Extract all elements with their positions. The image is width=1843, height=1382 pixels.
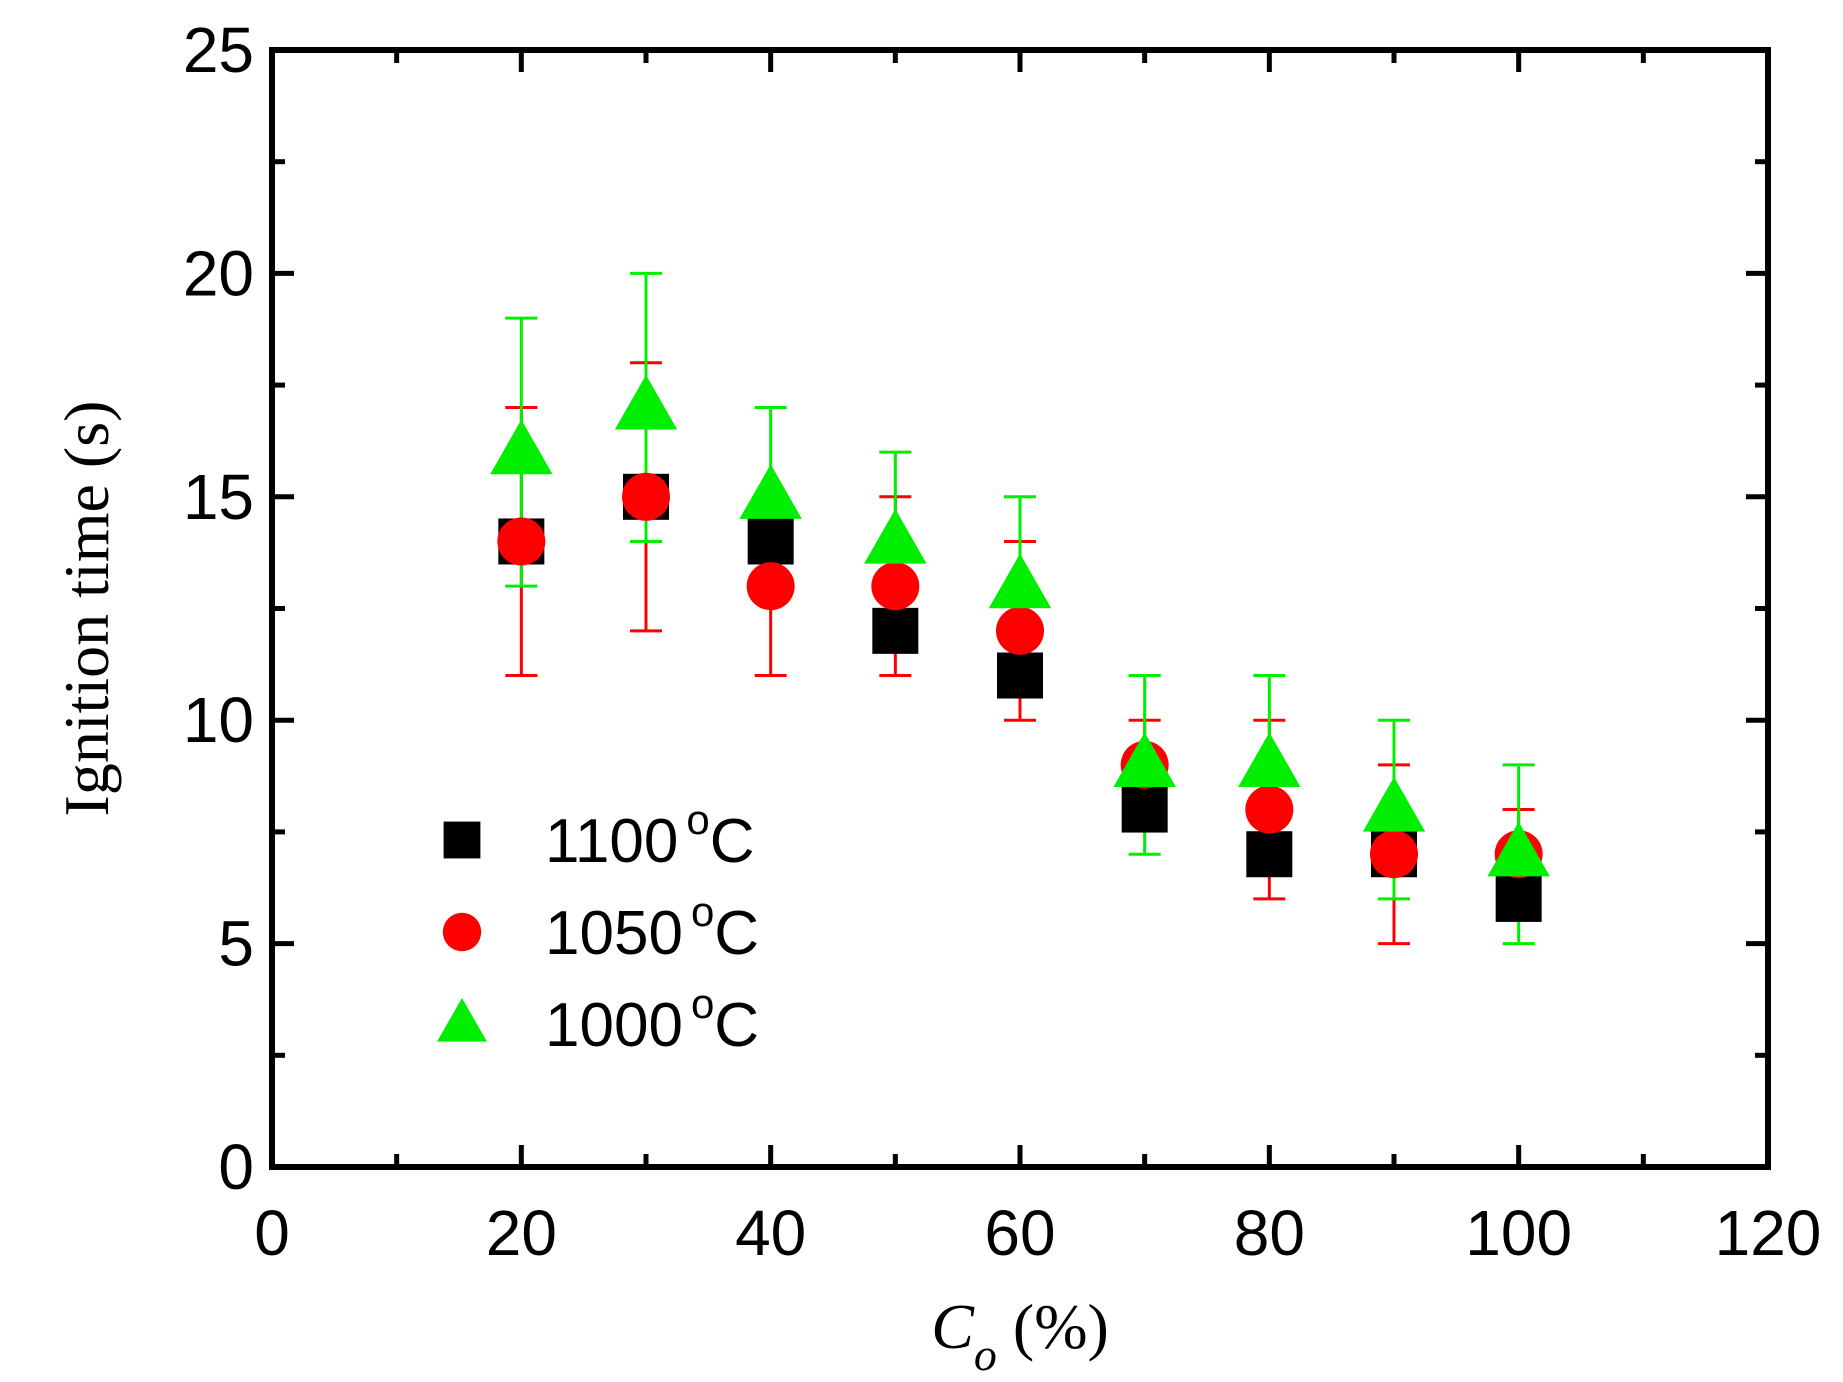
y-tick-label: 5 (218, 908, 254, 980)
data-point-1050 (871, 562, 920, 611)
y-tick-label: 15 (183, 461, 254, 533)
x-axis-title-main: C (931, 1291, 975, 1362)
data-point-1050 (497, 517, 546, 566)
data-point-1050 (996, 606, 1044, 655)
data-point-1050 (746, 562, 795, 611)
legend-marker-1100 (443, 821, 481, 859)
legend: 1100 oC 1050 oC 1000 oC (437, 796, 759, 1060)
data-point-1050 (1245, 785, 1294, 834)
legend-marker-1000 (437, 998, 487, 1042)
data-point-1100 (997, 652, 1043, 699)
x-axis-title-unit: (%) (997, 1291, 1109, 1362)
y-axis-title: Ignition time (s) (51, 401, 122, 817)
x-tick-label: 80 (1234, 1197, 1305, 1269)
data-point-1000 (1362, 777, 1426, 832)
data-point-1050 (1370, 830, 1418, 879)
data-point-1000 (1238, 732, 1301, 787)
legend-marker-1050 (442, 912, 482, 952)
x-tick-label: 100 (1465, 1197, 1572, 1269)
x-tick-label: 0 (254, 1197, 290, 1269)
x-tick-label: 40 (735, 1197, 806, 1269)
data-point-1100 (1121, 786, 1168, 833)
legend-label-1050: 1050 oC (545, 888, 759, 968)
data-point-1000 (864, 508, 927, 564)
data-markers (490, 374, 1550, 922)
plot-frame (269, 47, 1771, 1170)
y-tick-label: 10 (183, 684, 254, 756)
data-point-1100 (872, 607, 919, 654)
data-point-1100 (1246, 831, 1293, 878)
data-point-1050 (622, 472, 670, 521)
y-tick-label: 0 (218, 1131, 254, 1203)
y-tick-label: 20 (183, 237, 254, 309)
data-point-1000 (988, 553, 1052, 609)
data-point-1100 (747, 518, 794, 565)
data-point-1000 (739, 464, 802, 519)
x-axis-title-subscript: o (974, 1329, 997, 1380)
x-tick-label: 60 (984, 1197, 1055, 1269)
legend-label-1100: 1100 oC (545, 796, 754, 876)
y-tick-label: 25 (183, 14, 254, 86)
data-point-1100 (1495, 875, 1542, 922)
data-point-1000 (1113, 732, 1176, 787)
data-point-1000 (1487, 821, 1550, 877)
data-point-1000 (614, 374, 678, 430)
x-axis-title: Co (%) (931, 1291, 1109, 1380)
x-tick-label: 120 (1715, 1197, 1822, 1269)
data-point-1000 (490, 419, 553, 475)
tick-labels: 0 20 40 60 80 100 120 0 5 10 15 20 25 (183, 14, 1822, 1269)
legend-label-1000: 1000 oC (545, 980, 759, 1060)
x-tick-label: 20 (486, 1197, 557, 1269)
